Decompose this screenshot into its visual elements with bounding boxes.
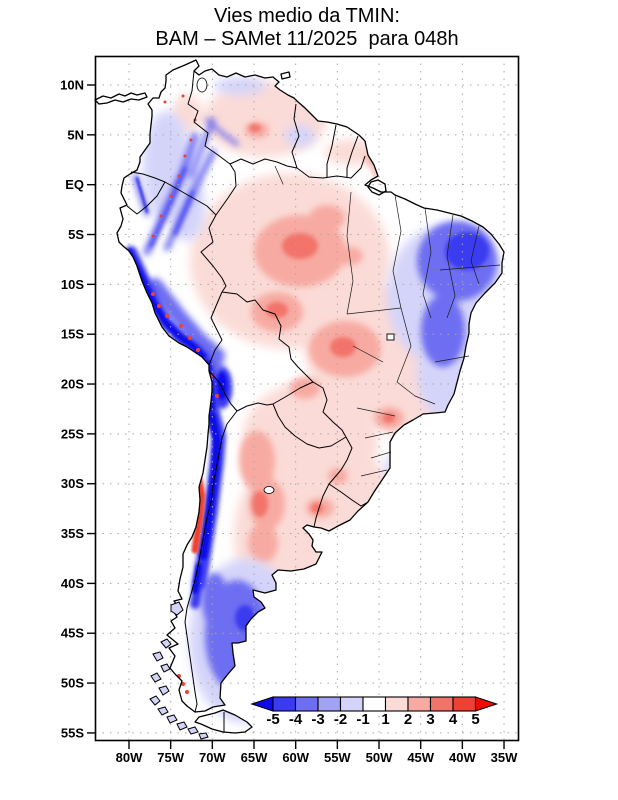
lat-tick-label: 25S bbox=[61, 426, 84, 441]
lat-tick-label: 10N bbox=[60, 78, 84, 93]
colorbar-cell bbox=[294, 696, 319, 712]
coastline bbox=[94, 59, 505, 734]
colorbar-tick-label: 3 bbox=[426, 711, 434, 728]
warm-speckle bbox=[190, 452, 194, 456]
warm-speckle bbox=[169, 194, 173, 198]
fjord-islands bbox=[149, 601, 209, 740]
lat-tick-label: 30S bbox=[61, 476, 84, 491]
colorbar-tick-label: -3 bbox=[311, 711, 324, 728]
warm-speckle bbox=[189, 138, 193, 142]
colorbar-tick-label: -5 bbox=[266, 711, 279, 728]
colorbar-cell bbox=[452, 696, 477, 712]
lon-tick-label: 55W bbox=[324, 750, 351, 765]
warm-speckle bbox=[157, 304, 161, 308]
lon-tick-label: 70W bbox=[199, 750, 226, 765]
warm-speckle bbox=[185, 690, 189, 694]
longitude-axis: 80W 75W 70W 65W 60W 55W 50W 45W 40W 35W bbox=[116, 741, 518, 765]
warm-speckle bbox=[188, 336, 192, 340]
lat-tick-label: 50S bbox=[61, 676, 84, 691]
warm-speckle bbox=[192, 464, 196, 468]
lon-tick-label: 40W bbox=[449, 750, 476, 765]
colorbar: -5 -4 -3 -2 -1 1 2 3 4 5 bbox=[250, 696, 499, 728]
lake-mar-chiquita bbox=[263, 486, 275, 494]
colorbar-tick-label: -1 bbox=[356, 711, 369, 728]
lon-tick-label: 80W bbox=[116, 750, 143, 765]
colorbar-cell bbox=[384, 696, 409, 712]
figure-title-line2: BAM – SAMet 11/2025 para 048h bbox=[155, 28, 458, 50]
figure-title-line1: Vies medio da TMIN: bbox=[214, 5, 400, 27]
lon-tick-label: 45W bbox=[407, 750, 434, 765]
warm-speckle bbox=[201, 432, 205, 436]
colorbar-cell bbox=[317, 696, 342, 712]
lat-tick-label: 10S bbox=[61, 277, 84, 292]
distrito-federal-outline bbox=[386, 333, 395, 341]
colorbar-tick-label: 2 bbox=[404, 711, 412, 728]
field-chile-warm-band bbox=[191, 476, 206, 554]
colorbar-arrow-right bbox=[474, 696, 499, 712]
lat-tick-label: 20S bbox=[61, 377, 84, 392]
lat-tick-label: EQ bbox=[65, 177, 84, 192]
gridlines bbox=[95, 56, 519, 741]
lat-tick-label: 5N bbox=[67, 127, 84, 142]
colorbar-tick-label: -4 bbox=[289, 711, 303, 728]
warm-speckle bbox=[165, 314, 169, 318]
warm-speckle bbox=[181, 94, 185, 98]
lon-tick-label: 35W bbox=[491, 750, 518, 765]
colorbar-tick-label: -2 bbox=[334, 711, 347, 728]
colorbar-cell bbox=[407, 696, 432, 712]
colorbar-tick-label: 1 bbox=[381, 711, 389, 728]
lat-tick-label: 55S bbox=[61, 725, 84, 740]
warm-speckle bbox=[179, 324, 183, 328]
warm-speckle bbox=[183, 154, 187, 158]
latitude-axis: 10N 5N EQ 5S 10S 15S 20S 25S 30S 35S 40S 45S 50S 55S bbox=[60, 78, 95, 740]
country-borders bbox=[126, 70, 369, 732]
state-borders bbox=[274, 165, 501, 477]
colorbar-cell bbox=[339, 696, 364, 712]
colorbar-cell bbox=[272, 696, 297, 712]
lake-maracaibo bbox=[196, 77, 208, 93]
colorbar-tick-label: 5 bbox=[471, 711, 479, 728]
lon-tick-label: 60W bbox=[282, 750, 309, 765]
warm-speckle bbox=[159, 214, 163, 218]
colorbar-arrow-left bbox=[250, 696, 274, 712]
lat-tick-label: 35S bbox=[61, 526, 84, 541]
warm-speckle bbox=[196, 348, 200, 352]
lat-tick-label: 15S bbox=[61, 327, 84, 342]
lon-tick-label: 50W bbox=[366, 750, 393, 765]
lat-tick-label: 45S bbox=[61, 626, 84, 641]
lon-tick-label: 65W bbox=[241, 750, 268, 765]
lat-tick-label: 40S bbox=[61, 576, 84, 591]
warm-speckle bbox=[177, 174, 181, 178]
plot-area: -5 -4 -3 -2 -1 1 2 3 4 5 bbox=[94, 55, 520, 742]
colorbar-tick-label: 4 bbox=[449, 711, 458, 728]
lon-tick-label: 75W bbox=[157, 750, 184, 765]
colorbar-cell bbox=[362, 696, 387, 712]
field-strong-warm bbox=[249, 124, 395, 517]
plot-frame bbox=[94, 55, 520, 742]
warm-speckle bbox=[163, 100, 167, 104]
colorbar-cell bbox=[429, 696, 454, 712]
lat-tick-label: 5S bbox=[68, 227, 84, 242]
warm-speckle bbox=[151, 234, 155, 238]
warm-speckle bbox=[151, 292, 155, 296]
warm-speckle bbox=[215, 394, 219, 398]
